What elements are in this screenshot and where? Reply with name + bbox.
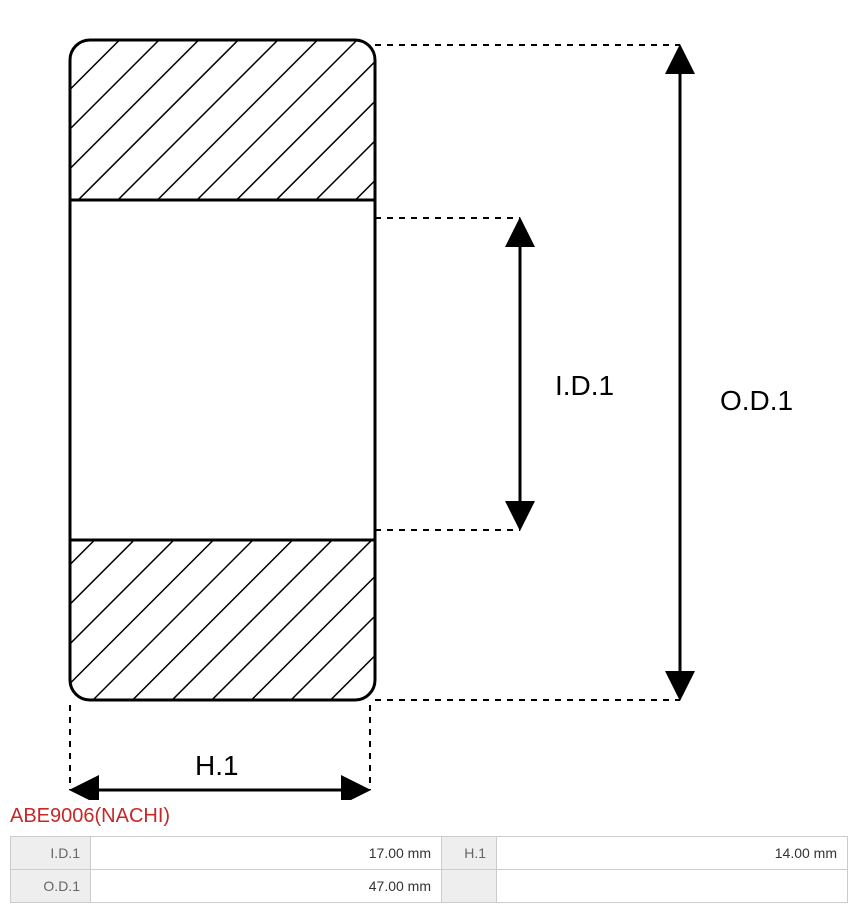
table-row: O.D.147.00 mm: [11, 870, 848, 903]
dim-label: I.D.1: [11, 837, 91, 870]
dim-label: [442, 870, 497, 903]
dim-label: H.1: [442, 837, 497, 870]
table-row: I.D.117.00 mmH.114.00 mm: [11, 837, 848, 870]
od1-label: O.D.1: [720, 385, 793, 416]
dim-label: O.D.1: [11, 870, 91, 903]
dimensions-table: I.D.117.00 mmH.114.00 mmO.D.147.00 mm: [10, 836, 848, 903]
dim-value: [497, 870, 848, 903]
dim-value: 47.00 mm: [91, 870, 442, 903]
dim-value: 17.00 mm: [91, 837, 442, 870]
diagram-container: I.D.1 O.D.1 H.1: [0, 0, 848, 800]
id1-label: I.D.1: [555, 370, 614, 401]
h1-label: H.1: [195, 750, 239, 781]
dim-value: 14.00 mm: [497, 837, 848, 870]
product-title: ABE9006(NACHI): [0, 805, 848, 828]
bearing-diagram: I.D.1 O.D.1 H.1: [0, 0, 848, 800]
